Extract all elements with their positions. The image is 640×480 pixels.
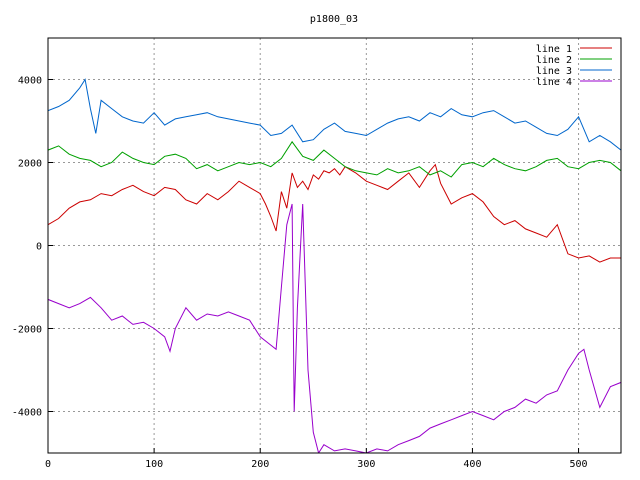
y-tick-label: 4000 (18, 76, 42, 87)
chart-series (48, 78, 621, 453)
legend-label: line 2 (536, 55, 572, 66)
x-tick-label: 500 (570, 459, 588, 470)
legend-label: line 3 (536, 66, 572, 77)
y-tick-label: -2000 (12, 325, 42, 336)
y-tick-label: 0 (36, 242, 42, 253)
chart-grid (47, 38, 621, 453)
legend-label: line 4 (536, 77, 572, 88)
series-line-2 (48, 140, 621, 178)
y-axis-ticks: -4000 -2000 0 2000 4000 (12, 76, 53, 419)
x-tick-label: 300 (357, 459, 375, 470)
series-line-3 (48, 78, 621, 151)
y-tick-label: -4000 (12, 408, 42, 419)
legend-label: line 1 (536, 44, 572, 55)
x-axis-ticks: 0 100 200 300 400 500 (45, 448, 588, 470)
x-tick-label: 200 (251, 459, 269, 470)
y-tick-label: 2000 (18, 159, 42, 170)
x-tick-label: 400 (463, 459, 481, 470)
x-tick-label: 0 (45, 459, 51, 470)
x-tick-label: 100 (145, 459, 163, 470)
series-line-4 (48, 203, 621, 453)
series-line-1 (48, 163, 621, 263)
chart-title: p1800_03 (310, 14, 358, 25)
